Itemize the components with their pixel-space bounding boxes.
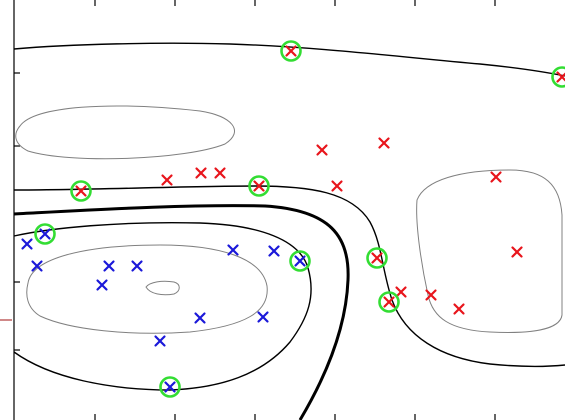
negative-point-4 bbox=[96, 279, 108, 291]
data-points bbox=[21, 45, 565, 393]
negative-point-8 bbox=[257, 311, 269, 323]
support-vector-circle-6 bbox=[34, 223, 56, 245]
support-vector-circle-0 bbox=[280, 40, 302, 62]
support-vector-circle-1 bbox=[551, 66, 565, 88]
margin-contour-lower bbox=[13, 221, 312, 391]
support-vector-circle-8 bbox=[159, 376, 181, 398]
positive-point-13 bbox=[75, 185, 87, 197]
positive-point-8 bbox=[395, 286, 407, 298]
inner-contour-center-loop bbox=[145, 280, 180, 296]
positive-point-0 bbox=[161, 174, 173, 186]
positive-point-1 bbox=[195, 167, 207, 179]
support-vector-circle-4 bbox=[366, 247, 388, 269]
negative-point-1 bbox=[31, 260, 43, 272]
inner-contour-upper-left bbox=[15, 105, 236, 160]
support-vector-circle-7 bbox=[289, 250, 311, 272]
support-vector-circle-3 bbox=[248, 175, 270, 197]
margin-contour-middle bbox=[13, 185, 565, 368]
negative-point-11 bbox=[294, 255, 306, 267]
negative-point-3 bbox=[131, 260, 143, 272]
support-vector-circle-2 bbox=[70, 180, 92, 202]
positive-point-10 bbox=[453, 303, 465, 315]
negative-point-10 bbox=[39, 228, 51, 240]
support-vectors bbox=[34, 40, 565, 398]
support-vector-circle-5 bbox=[378, 291, 400, 313]
positive-point-3 bbox=[316, 144, 328, 156]
positive-point-15 bbox=[371, 252, 383, 264]
inner-contour-left-blob bbox=[26, 244, 268, 334]
positive-point-12 bbox=[556, 71, 565, 83]
positive-point-16 bbox=[383, 296, 395, 308]
positive-point-11 bbox=[285, 45, 297, 57]
positive-point-2 bbox=[214, 167, 226, 179]
negative-point-12 bbox=[164, 381, 176, 393]
negative-point-5 bbox=[227, 244, 239, 256]
positive-point-5 bbox=[331, 180, 343, 192]
negative-point-2 bbox=[103, 260, 115, 272]
negative-point-6 bbox=[268, 245, 280, 257]
positive-point-14 bbox=[253, 180, 265, 192]
margin-contour-top bbox=[13, 42, 565, 77]
plot-frame bbox=[0, 0, 496, 420]
positive-point-7 bbox=[511, 246, 523, 258]
positive-point-4 bbox=[378, 137, 390, 149]
negative-point-7 bbox=[194, 312, 206, 324]
positive-point-9 bbox=[425, 289, 437, 301]
negative-point-0 bbox=[21, 238, 33, 250]
positive-point-6 bbox=[490, 171, 502, 183]
contour-lines bbox=[13, 42, 565, 420]
inner-contour-right bbox=[416, 169, 563, 333]
negative-point-9 bbox=[154, 335, 166, 347]
decision-boundary bbox=[13, 204, 350, 420]
